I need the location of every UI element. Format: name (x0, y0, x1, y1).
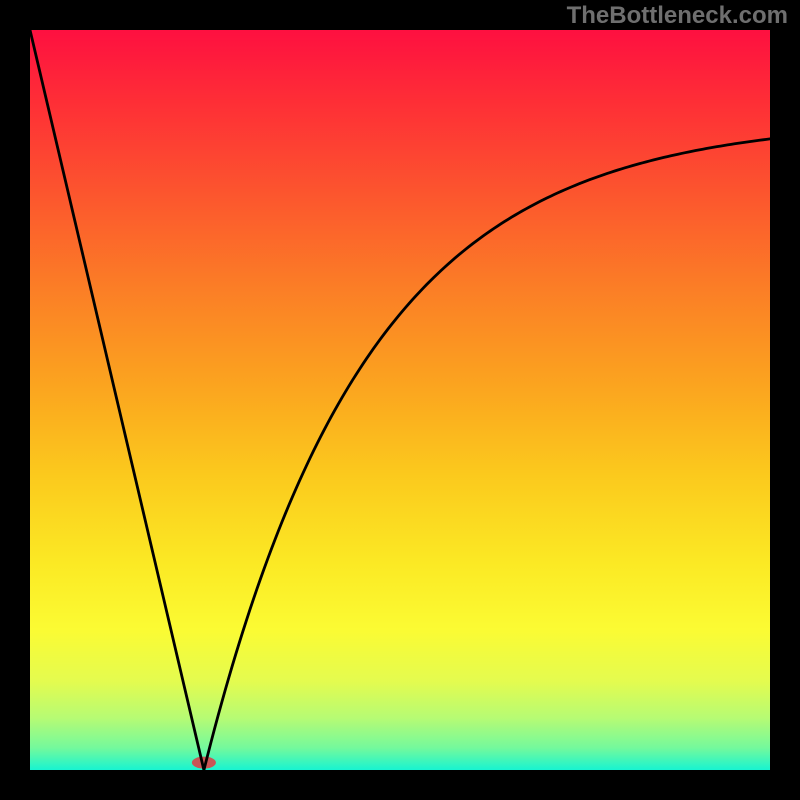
bottleneck-chart (0, 0, 800, 800)
watermark-text: TheBottleneck.com (567, 2, 788, 30)
plot-background-gradient (30, 30, 770, 770)
